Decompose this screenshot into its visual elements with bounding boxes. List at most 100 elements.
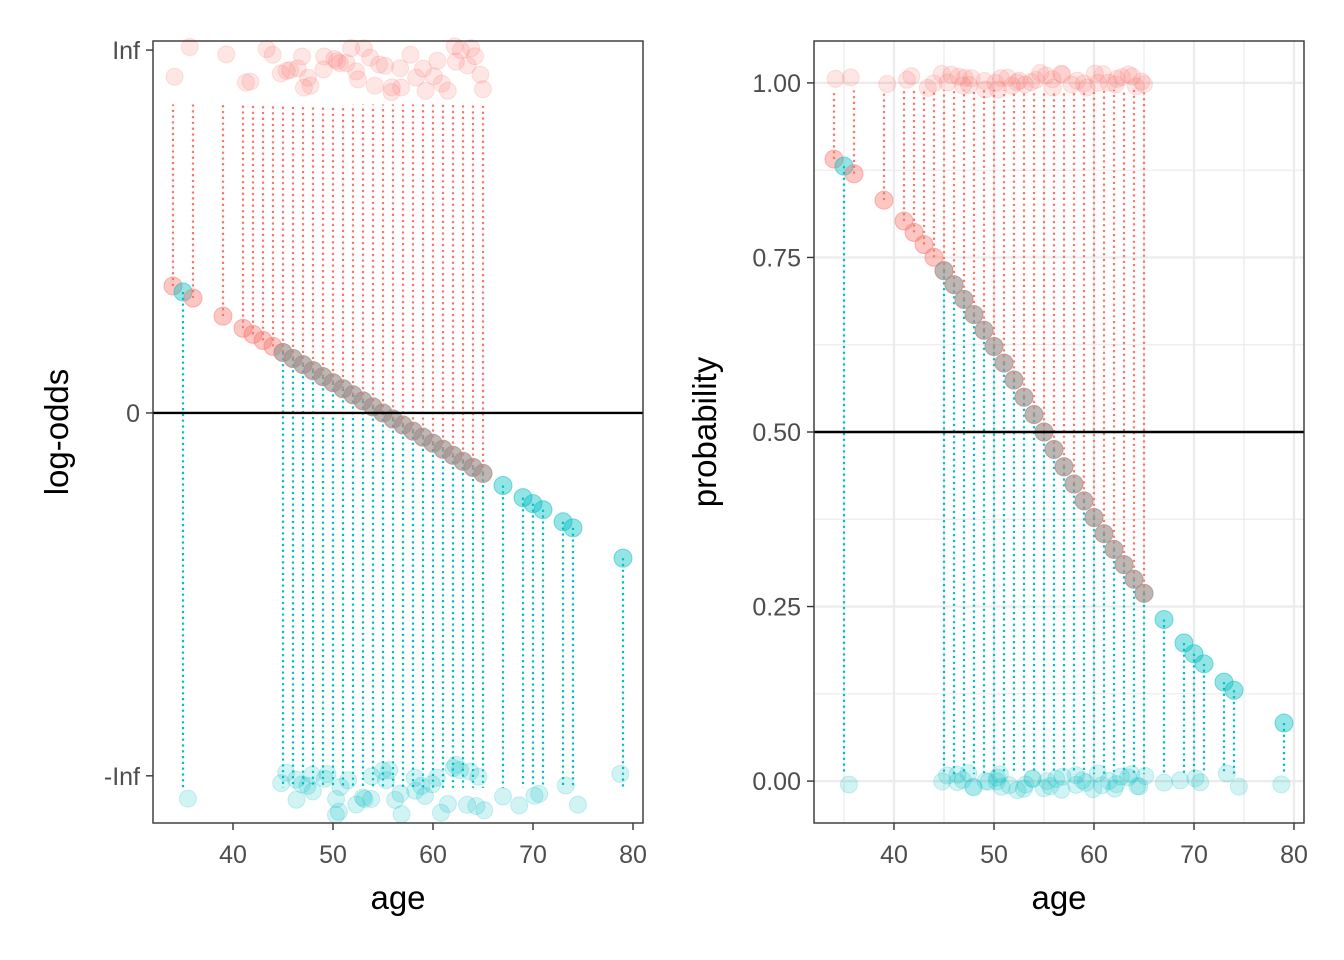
right-y-axis-title: probability	[686, 356, 723, 507]
left-outcome-point-positive	[349, 70, 368, 89]
right-fitted-point	[1184, 644, 1204, 664]
right-outcome-point-negative	[1112, 767, 1131, 786]
right-fitted-point	[1054, 457, 1074, 477]
right-outcome-point-positive	[1119, 65, 1138, 84]
right-outcome-point-positive	[976, 80, 995, 99]
right-outcome-point-negative	[948, 765, 967, 784]
left-y-tick-label: -Inf	[104, 763, 140, 791]
left-fitted-point	[213, 306, 233, 326]
left-panel-log-odds: 40 50 60 70 80 Inf 0 -Inf age log-odds	[38, 37, 647, 916]
left-outcome-point-negative	[525, 786, 544, 805]
right-outcome-point-positive	[897, 70, 916, 89]
left-outcome-point-negative	[386, 790, 405, 809]
right-outcome-point-positive	[942, 65, 961, 84]
left-y-tick-label: Inf	[112, 37, 140, 65]
right-outcome-point-positive	[1015, 75, 1034, 94]
left-outcome-point-negative	[292, 775, 311, 794]
right-outcome-point-negative	[1076, 773, 1095, 792]
left-outcome-point-negative	[331, 778, 350, 797]
left-outcome-point-negative	[469, 767, 488, 786]
left-x-tick-label: 80	[619, 841, 647, 869]
right-outcome-point-negative	[1073, 771, 1092, 790]
left-outcome-point-negative	[303, 765, 322, 784]
left-outcome-point-negative	[272, 774, 291, 793]
left-outcome-point-positive	[342, 39, 361, 58]
right-outcome-point-negative	[948, 773, 967, 792]
left-outcome-point-negative	[467, 797, 486, 816]
left-outcome-point-positive	[241, 72, 260, 91]
right-y-tick-label: 0.75	[752, 244, 801, 272]
left-panel-border	[152, 40, 644, 824]
left-outcome-point-negative	[427, 768, 446, 787]
left-outcome-point-positive	[462, 39, 481, 58]
left-outcome-point-positive	[473, 80, 492, 99]
left-outcome-point-positive	[413, 59, 432, 78]
left-outcome-point-positive	[401, 45, 420, 64]
right-outcome-point-positive	[949, 67, 968, 86]
left-outcome-point-positive	[165, 67, 184, 86]
left-outcome-point-negative	[431, 803, 450, 822]
left-outcome-point-positive	[277, 61, 296, 80]
right-outcome-point-positive	[1043, 70, 1062, 89]
left-outcome-point-positive	[438, 81, 457, 100]
right-outcome-point-negative	[1107, 775, 1126, 794]
left-outcome-point-positive	[446, 52, 465, 71]
left-outcome-point-positive	[281, 60, 300, 79]
left-fitted-point	[473, 463, 493, 483]
right-outcome-point-negative	[839, 775, 858, 794]
right-x-tick-label: 50	[980, 841, 1008, 869]
right-fitted-point	[1214, 672, 1234, 692]
right-outcome-point-positive	[975, 71, 994, 90]
right-outcome-point-positive	[1022, 73, 1041, 92]
left-outcome-point-positive	[407, 68, 426, 87]
left-outcome-point-positive	[236, 73, 255, 92]
left-outcome-point-negative	[347, 795, 366, 814]
right-outcome-point-negative	[979, 772, 998, 791]
right-panel-probability: 40 50 60 70 80 0.00 0.25 0.50 0.75 1.00 age proba…	[686, 40, 1308, 916]
right-outcome-point-positive	[938, 73, 957, 92]
left-outcome-point-negative	[362, 767, 381, 786]
left-outcome-point-positive	[299, 68, 318, 87]
right-outcome-point-positive	[1008, 73, 1027, 92]
right-outcome-point-positive	[1093, 65, 1112, 84]
left-outcome-point-positive	[315, 47, 334, 66]
left-axes: 40 50 60 70 80 Inf 0 -Inf	[104, 37, 647, 869]
left-outcome-point-positive	[465, 47, 484, 66]
left-y-tick-label: 0	[126, 400, 140, 428]
right-x-axis-title: age	[1031, 879, 1086, 916]
right-fitted-point	[1004, 370, 1024, 390]
left-outcome-point-positive	[294, 78, 313, 97]
right-fitted-point	[964, 305, 984, 325]
right-outcome-point-negative	[1130, 777, 1149, 796]
right-fitted-point	[874, 190, 894, 210]
right-fitted-point	[984, 336, 1004, 356]
left-outcome-point-positive	[471, 65, 490, 84]
left-outcome-point-positive	[328, 52, 347, 71]
left-x-tick-label: 40	[219, 841, 247, 869]
left-outcome-point-negative	[611, 764, 630, 783]
right-outcome-point-positive	[902, 67, 921, 86]
left-outcome-point-positive	[382, 82, 401, 101]
left-outcome-point-negative	[438, 795, 457, 814]
right-outcome-point-negative	[1217, 764, 1236, 783]
left-fitted-point	[183, 288, 203, 308]
right-outcome-point-negative	[1084, 780, 1103, 799]
right-outcome-point-positive	[998, 68, 1017, 87]
left-outcome-point-negative	[329, 802, 348, 821]
right-outcome-point-positive	[878, 74, 897, 93]
right-fitted-point	[1114, 555, 1134, 575]
right-outcome-point-negative	[1105, 779, 1124, 798]
right-outcome-point-negative	[1191, 773, 1210, 792]
right-x-tick-label: 60	[1080, 841, 1108, 869]
left-outcome-point-negative	[556, 776, 575, 795]
left-outcome-point-negative	[380, 761, 399, 780]
left-fitted-point	[533, 500, 553, 520]
right-outcome-point-negative	[990, 765, 1009, 784]
left-outcome-point-negative	[451, 761, 470, 780]
left-fitted-point	[553, 512, 573, 532]
right-fitted-point	[954, 289, 974, 309]
right-outcome-point-negative	[1229, 777, 1248, 796]
right-fitted-point	[1024, 405, 1044, 425]
left-outcome-point-positive	[432, 74, 451, 93]
right-outcome-point-negative	[1008, 781, 1027, 800]
